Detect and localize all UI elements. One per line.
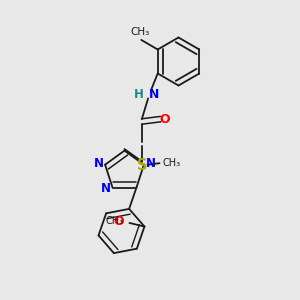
- Text: N: N: [94, 157, 103, 170]
- Text: N: N: [101, 182, 111, 195]
- Text: S: S: [136, 158, 147, 173]
- Text: CH₃: CH₃: [130, 28, 149, 38]
- Text: N: N: [149, 88, 159, 101]
- Text: O: O: [113, 214, 124, 228]
- Text: CH₃: CH₃: [163, 158, 181, 168]
- Text: N: N: [146, 157, 155, 170]
- Text: H: H: [134, 88, 144, 101]
- Text: CH₃: CH₃: [105, 216, 123, 226]
- Text: O: O: [159, 112, 169, 126]
